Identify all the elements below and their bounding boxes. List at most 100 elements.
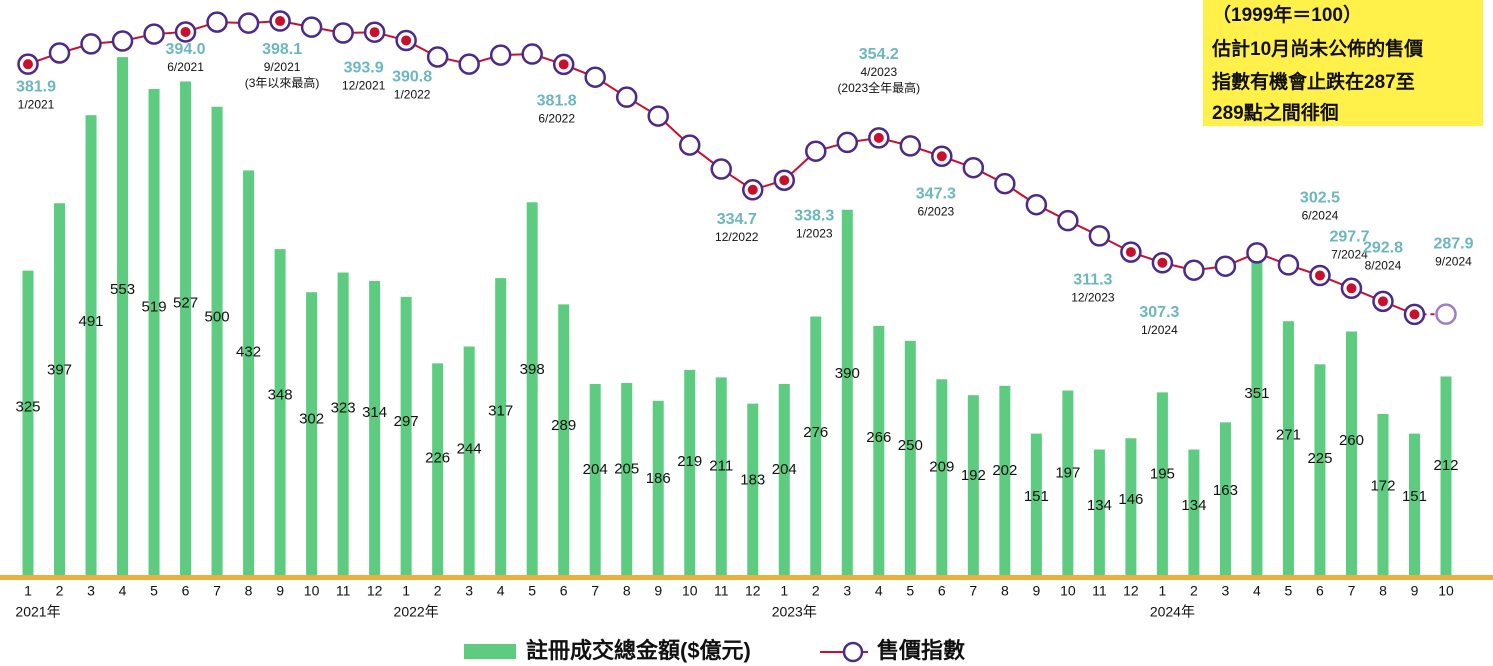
note-label: (2023全年最高): [837, 80, 920, 95]
x-tick-label: 1: [1159, 583, 1167, 599]
marker: [584, 66, 606, 88]
x-tick-label: 9: [1032, 583, 1040, 599]
marker: [143, 23, 165, 45]
marker-highlight: [275, 16, 286, 27]
bar-label: 195: [1150, 466, 1175, 483]
date-label: 1/2021: [18, 97, 55, 111]
marker: [521, 43, 543, 65]
bar: [432, 363, 444, 575]
x-tick-label: 6: [1316, 583, 1324, 599]
note-label: (3年以來最高): [245, 75, 320, 90]
date-label: 12/2021: [342, 78, 386, 92]
x-tick-label: 8: [1001, 583, 1009, 599]
x-tick-label: 12: [367, 583, 383, 599]
bar-label: 225: [1307, 450, 1332, 467]
marker: [1057, 209, 1079, 232]
bar-label: 260: [1339, 432, 1364, 449]
bar: [85, 115, 97, 576]
marker: [1277, 254, 1300, 276]
bar-label: 172: [1370, 477, 1395, 494]
bar: [967, 395, 979, 575]
bar: [715, 377, 727, 575]
x-tick-label: 10: [682, 583, 698, 599]
bar-label: 219: [677, 453, 702, 470]
bar-label: 202: [992, 462, 1017, 479]
marker: [237, 12, 260, 34]
x-tick-label: 10: [1438, 583, 1454, 599]
bar-label: 348: [268, 387, 293, 404]
bar-label: 211: [709, 457, 733, 474]
annotation-line: 指數有機會止跌在287至: [1212, 70, 1415, 93]
bar: [337, 272, 349, 575]
bar: [306, 292, 318, 575]
bar: [778, 383, 790, 575]
bar-label: 297: [394, 413, 419, 430]
x-tick-label: 2: [1190, 583, 1198, 599]
x-tick-label: 12: [745, 583, 761, 599]
marker: [458, 53, 480, 75]
date-label: 6/2024: [1302, 209, 1339, 223]
bar: [1125, 438, 1137, 575]
bar: [684, 369, 696, 575]
bar-label: 209: [929, 458, 954, 475]
marker-highlight: [1409, 309, 1420, 320]
bar-label: 314: [362, 404, 387, 421]
value-label: 338.3: [794, 207, 834, 224]
bar-label: 204: [772, 461, 797, 478]
bar: [400, 296, 412, 575]
bar-label: 186: [646, 470, 671, 487]
date-label: 4/2023: [860, 65, 897, 79]
bar-label: 271: [1276, 426, 1301, 443]
value-label: 334.7: [717, 211, 757, 228]
date-label: 12/2022: [715, 230, 759, 244]
marker-highlight: [369, 27, 380, 38]
legend-label: 售價指數: [877, 638, 965, 663]
date-label: 9/2021: [264, 60, 301, 74]
bar: [904, 340, 916, 575]
x-tick-label: 6: [938, 583, 946, 599]
marker: [426, 46, 449, 68]
x-tick-label: 2: [56, 583, 64, 599]
x-tick-label: 10: [1060, 583, 1076, 599]
date-label: 12/2023: [1071, 290, 1115, 304]
legend-label: 註冊成交總金額($億元): [526, 638, 751, 663]
value-label: 307.3: [1139, 304, 1179, 321]
year-label: 2023年: [772, 604, 817, 620]
annotation-box: [1203, 0, 1483, 126]
marker-highlight: [1125, 247, 1136, 258]
bar-label: 183: [740, 472, 765, 489]
x-tick-label: 5: [906, 583, 914, 599]
date-label: 8/2024: [1365, 259, 1402, 273]
date-label: 6/2023: [917, 204, 954, 218]
bar-label: 390: [835, 365, 860, 382]
bar-label: 146: [1118, 491, 1143, 508]
x-tick-label: 9: [276, 583, 284, 599]
marker-highlight: [401, 35, 412, 46]
date-label: 1/2024: [1141, 323, 1178, 337]
bar-label: 266: [866, 429, 891, 446]
bar: [526, 202, 538, 575]
bar: [1156, 392, 1168, 575]
bar: [1093, 449, 1105, 575]
bar-label: 397: [47, 361, 72, 378]
marker: [1246, 242, 1268, 264]
x-tick-label: 10: [304, 583, 320, 599]
bar-label: 289: [551, 417, 576, 434]
marker: [836, 131, 859, 154]
x-axis: [0, 575, 1493, 580]
bar-label: 163: [1213, 482, 1238, 499]
marker: [332, 22, 354, 44]
bar: [999, 385, 1011, 575]
marker-highlight: [558, 59, 569, 70]
bar-label: 134: [1181, 497, 1206, 514]
x-tick-label: 1: [402, 583, 410, 599]
marker-highlight: [779, 175, 790, 186]
bar: [1408, 433, 1420, 575]
date-label: 1/2022: [394, 88, 431, 102]
marker: [647, 105, 669, 127]
annotation-line: （1999年＝100）: [1212, 3, 1362, 26]
bar-label: 519: [142, 299, 167, 316]
value-label: 297.7: [1329, 229, 1369, 246]
marker-highlight: [747, 184, 758, 195]
marker: [615, 86, 638, 108]
